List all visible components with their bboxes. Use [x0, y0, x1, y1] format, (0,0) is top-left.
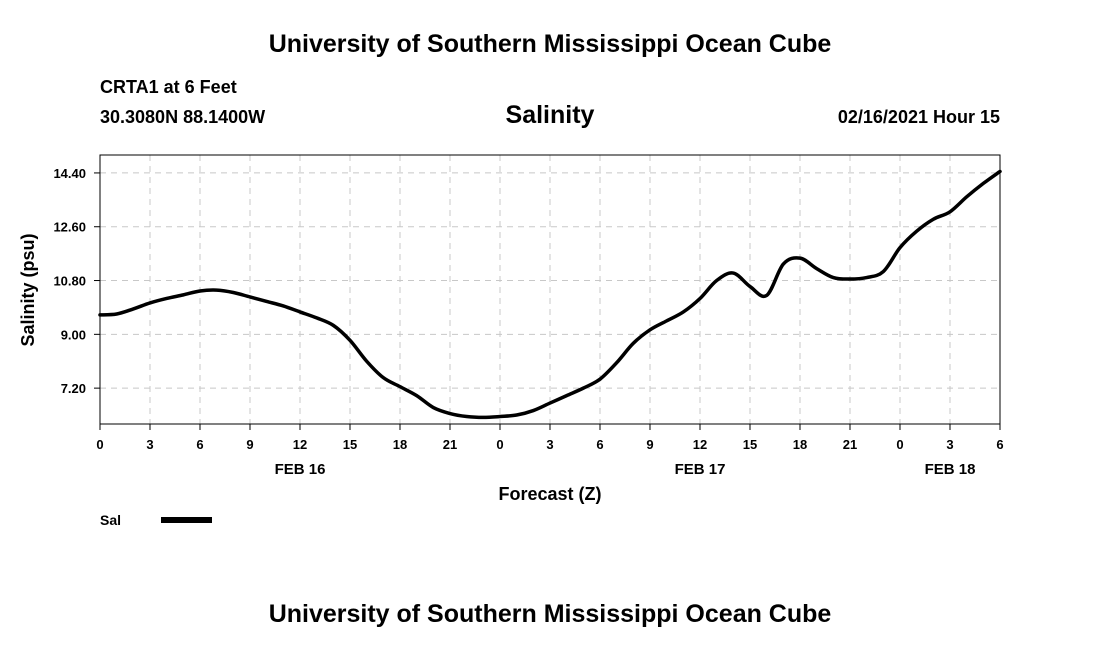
y-tick-label: 12.60	[53, 220, 86, 235]
station-label: CRTA1 at 6 Feet	[100, 77, 237, 97]
x-tick-label: 0	[496, 437, 503, 452]
y-tick-label: 7.20	[61, 381, 86, 396]
page-title: University of Southern Mississippi Ocean…	[268, 30, 832, 58]
date-label: FEB 18	[925, 461, 976, 478]
date-label: FEB 16	[275, 461, 326, 478]
legend-label: Sal	[100, 512, 121, 528]
series-layer	[98, 169, 1002, 420]
x-tick-label: 15	[743, 437, 757, 452]
x-tick-label: 6	[596, 437, 603, 452]
x-tick-label: 18	[793, 437, 807, 452]
x-tick-label: 3	[946, 437, 953, 452]
x-tick-label: 21	[843, 437, 857, 452]
x-tick-label: 9	[646, 437, 653, 452]
x-tick-label: 3	[146, 437, 153, 452]
x-axis-label: Forecast (Z)	[498, 484, 601, 504]
coordinates-label: 30.3080N 88.1400W	[100, 107, 266, 127]
x-tick-label: 12	[293, 437, 307, 452]
y-tick-label: 14.40	[53, 166, 86, 181]
y-axis-label: Salinity (psu)	[18, 233, 38, 346]
x-tick-label: 6	[196, 437, 203, 452]
date-label: FEB 17	[675, 461, 726, 478]
x-tick-label: 6	[996, 437, 1003, 452]
x-tick-label: 0	[896, 437, 903, 452]
x-tick-label: 18	[393, 437, 407, 452]
grid-lines	[100, 155, 1000, 424]
footer-title: University of Southern Mississippi Ocean…	[268, 600, 832, 628]
y-tick-label: 10.80	[53, 274, 86, 289]
x-tick-label: 12	[693, 437, 707, 452]
chart-title: Salinity	[505, 101, 595, 129]
x-tick-label: 9	[246, 437, 253, 452]
series-line-sal	[98, 169, 1002, 420]
x-tick-label: 21	[443, 437, 457, 452]
y-tick-label: 9.00	[61, 327, 86, 342]
x-tick-label: 15	[343, 437, 357, 452]
datetime-label: 02/16/2021 Hour 15	[837, 107, 1000, 127]
x-tick-label: 0	[96, 437, 103, 452]
x-tick-label: 3	[546, 437, 553, 452]
axes: 0 3 6 9 12 15 18 21 0 3 6 9 12 15 18 21 0 3 6 7.20 9.00 10.80…	[53, 154, 1004, 478]
